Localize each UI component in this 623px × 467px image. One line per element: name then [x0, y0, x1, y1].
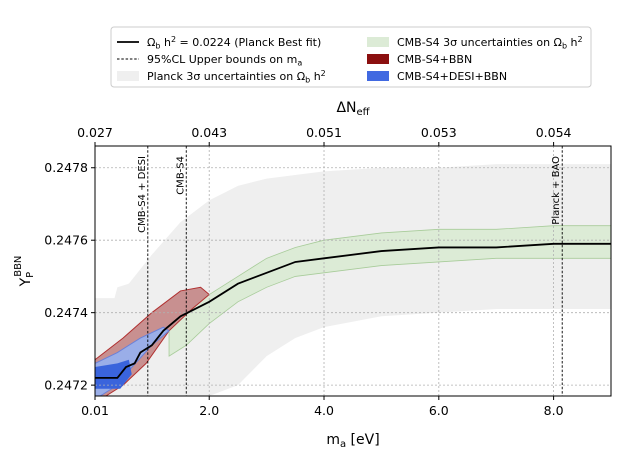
x-axis-label: ma [eV]	[326, 432, 379, 450]
y-axis-label-sup: BBN	[13, 256, 24, 277]
y-axis-label-sub: P	[25, 272, 36, 278]
top-tick-label: 0.054	[536, 125, 572, 140]
legend-text-post: = 0.0224 (Planck Best fit)	[176, 36, 321, 49]
y-tick-label: 0.2478	[44, 160, 88, 175]
legend-text: Planck 3σ uncertainties on Ω	[147, 70, 305, 83]
legend-label: 95%CL Upper bounds on ma	[147, 53, 302, 68]
legend-text-sub: a	[297, 59, 302, 68]
x-tick-label: 0.01	[81, 403, 109, 418]
legend-text: 95%CL Upper bounds on m	[147, 53, 297, 66]
legend-label: CMB-S4+DESI+BBN	[397, 70, 507, 83]
constraint-region-4	[95, 359, 132, 389]
plot-frame	[94, 145, 612, 397]
legend-text-sup: 2	[321, 69, 326, 78]
legend-swatch-patch	[367, 37, 389, 47]
y-axis-label-main: Y	[18, 277, 34, 287]
x-tick-label: 4.0	[314, 403, 334, 418]
upper-bound-label: CMB-S4 + DESI	[137, 156, 148, 233]
y-axis-label: YPBBN	[13, 256, 36, 288]
legend-label: CMB-S4+BBN	[397, 53, 472, 66]
legend-text-mid: h	[160, 36, 170, 49]
top-axis-label-sub: eff	[357, 107, 371, 118]
legend-box	[110, 26, 592, 88]
top-tick-label: 0.027	[77, 125, 113, 140]
x-tick-label: 2.0	[199, 403, 219, 418]
legend-text-sub: b	[305, 76, 310, 85]
legend-label: Ωb h2 = 0.0224 (Planck Best fit)	[147, 35, 321, 51]
legend-text-sub: b	[155, 42, 160, 51]
legend-text: Ω	[147, 36, 155, 49]
top-axis-label: ΔNeff	[336, 100, 370, 118]
legend-swatch-patch	[367, 71, 389, 81]
top-tick-label: 0.053	[421, 125, 457, 140]
legend-text-sub: b	[562, 42, 567, 51]
best-fit-line	[95, 242, 611, 379]
upper-bound-label: CMB-S4	[175, 156, 186, 195]
legend-swatch-patch	[367, 54, 389, 64]
uncertainty-band-1	[168, 225, 611, 357]
upper-bound-label: Planck + BAO	[551, 156, 562, 225]
top-axis-label-main: ΔN	[336, 100, 356, 116]
legend-text: CMB-S4+BBN	[397, 53, 472, 66]
y-tick-label: 0.2474	[44, 305, 88, 320]
legend-text: CMB-S4+DESI+BBN	[397, 70, 507, 83]
legend-text-sup: 2	[171, 35, 176, 44]
x-axis-label-unit: [eV]	[346, 432, 380, 448]
legend-swatch-patch	[117, 71, 139, 81]
legend-label: CMB-S4 3σ uncertainties on Ωb h2	[397, 35, 583, 51]
legend-text-mid: h	[567, 36, 577, 49]
legend-text: CMB-S4 3σ uncertainties on Ω	[397, 36, 562, 49]
top-tick-label: 0.051	[306, 125, 342, 140]
x-axis-label-sub: a	[340, 439, 346, 450]
legend-label: Planck 3σ uncertainties on Ωb h2	[147, 69, 326, 85]
x-axis-label-main: m	[326, 432, 340, 448]
y-tick-label: 0.2472	[44, 378, 88, 393]
x-tick-label: 6.0	[429, 403, 449, 418]
x-tick-label: 8.0	[544, 403, 564, 418]
y-tick-label: 0.2476	[44, 233, 88, 248]
uncertainty-band-0	[95, 164, 611, 396]
legend-text-sup: 2	[578, 35, 583, 44]
legend-text-mid: h	[310, 70, 320, 83]
plot-area	[95, 146, 611, 396]
top-tick-label: 0.043	[191, 125, 227, 140]
